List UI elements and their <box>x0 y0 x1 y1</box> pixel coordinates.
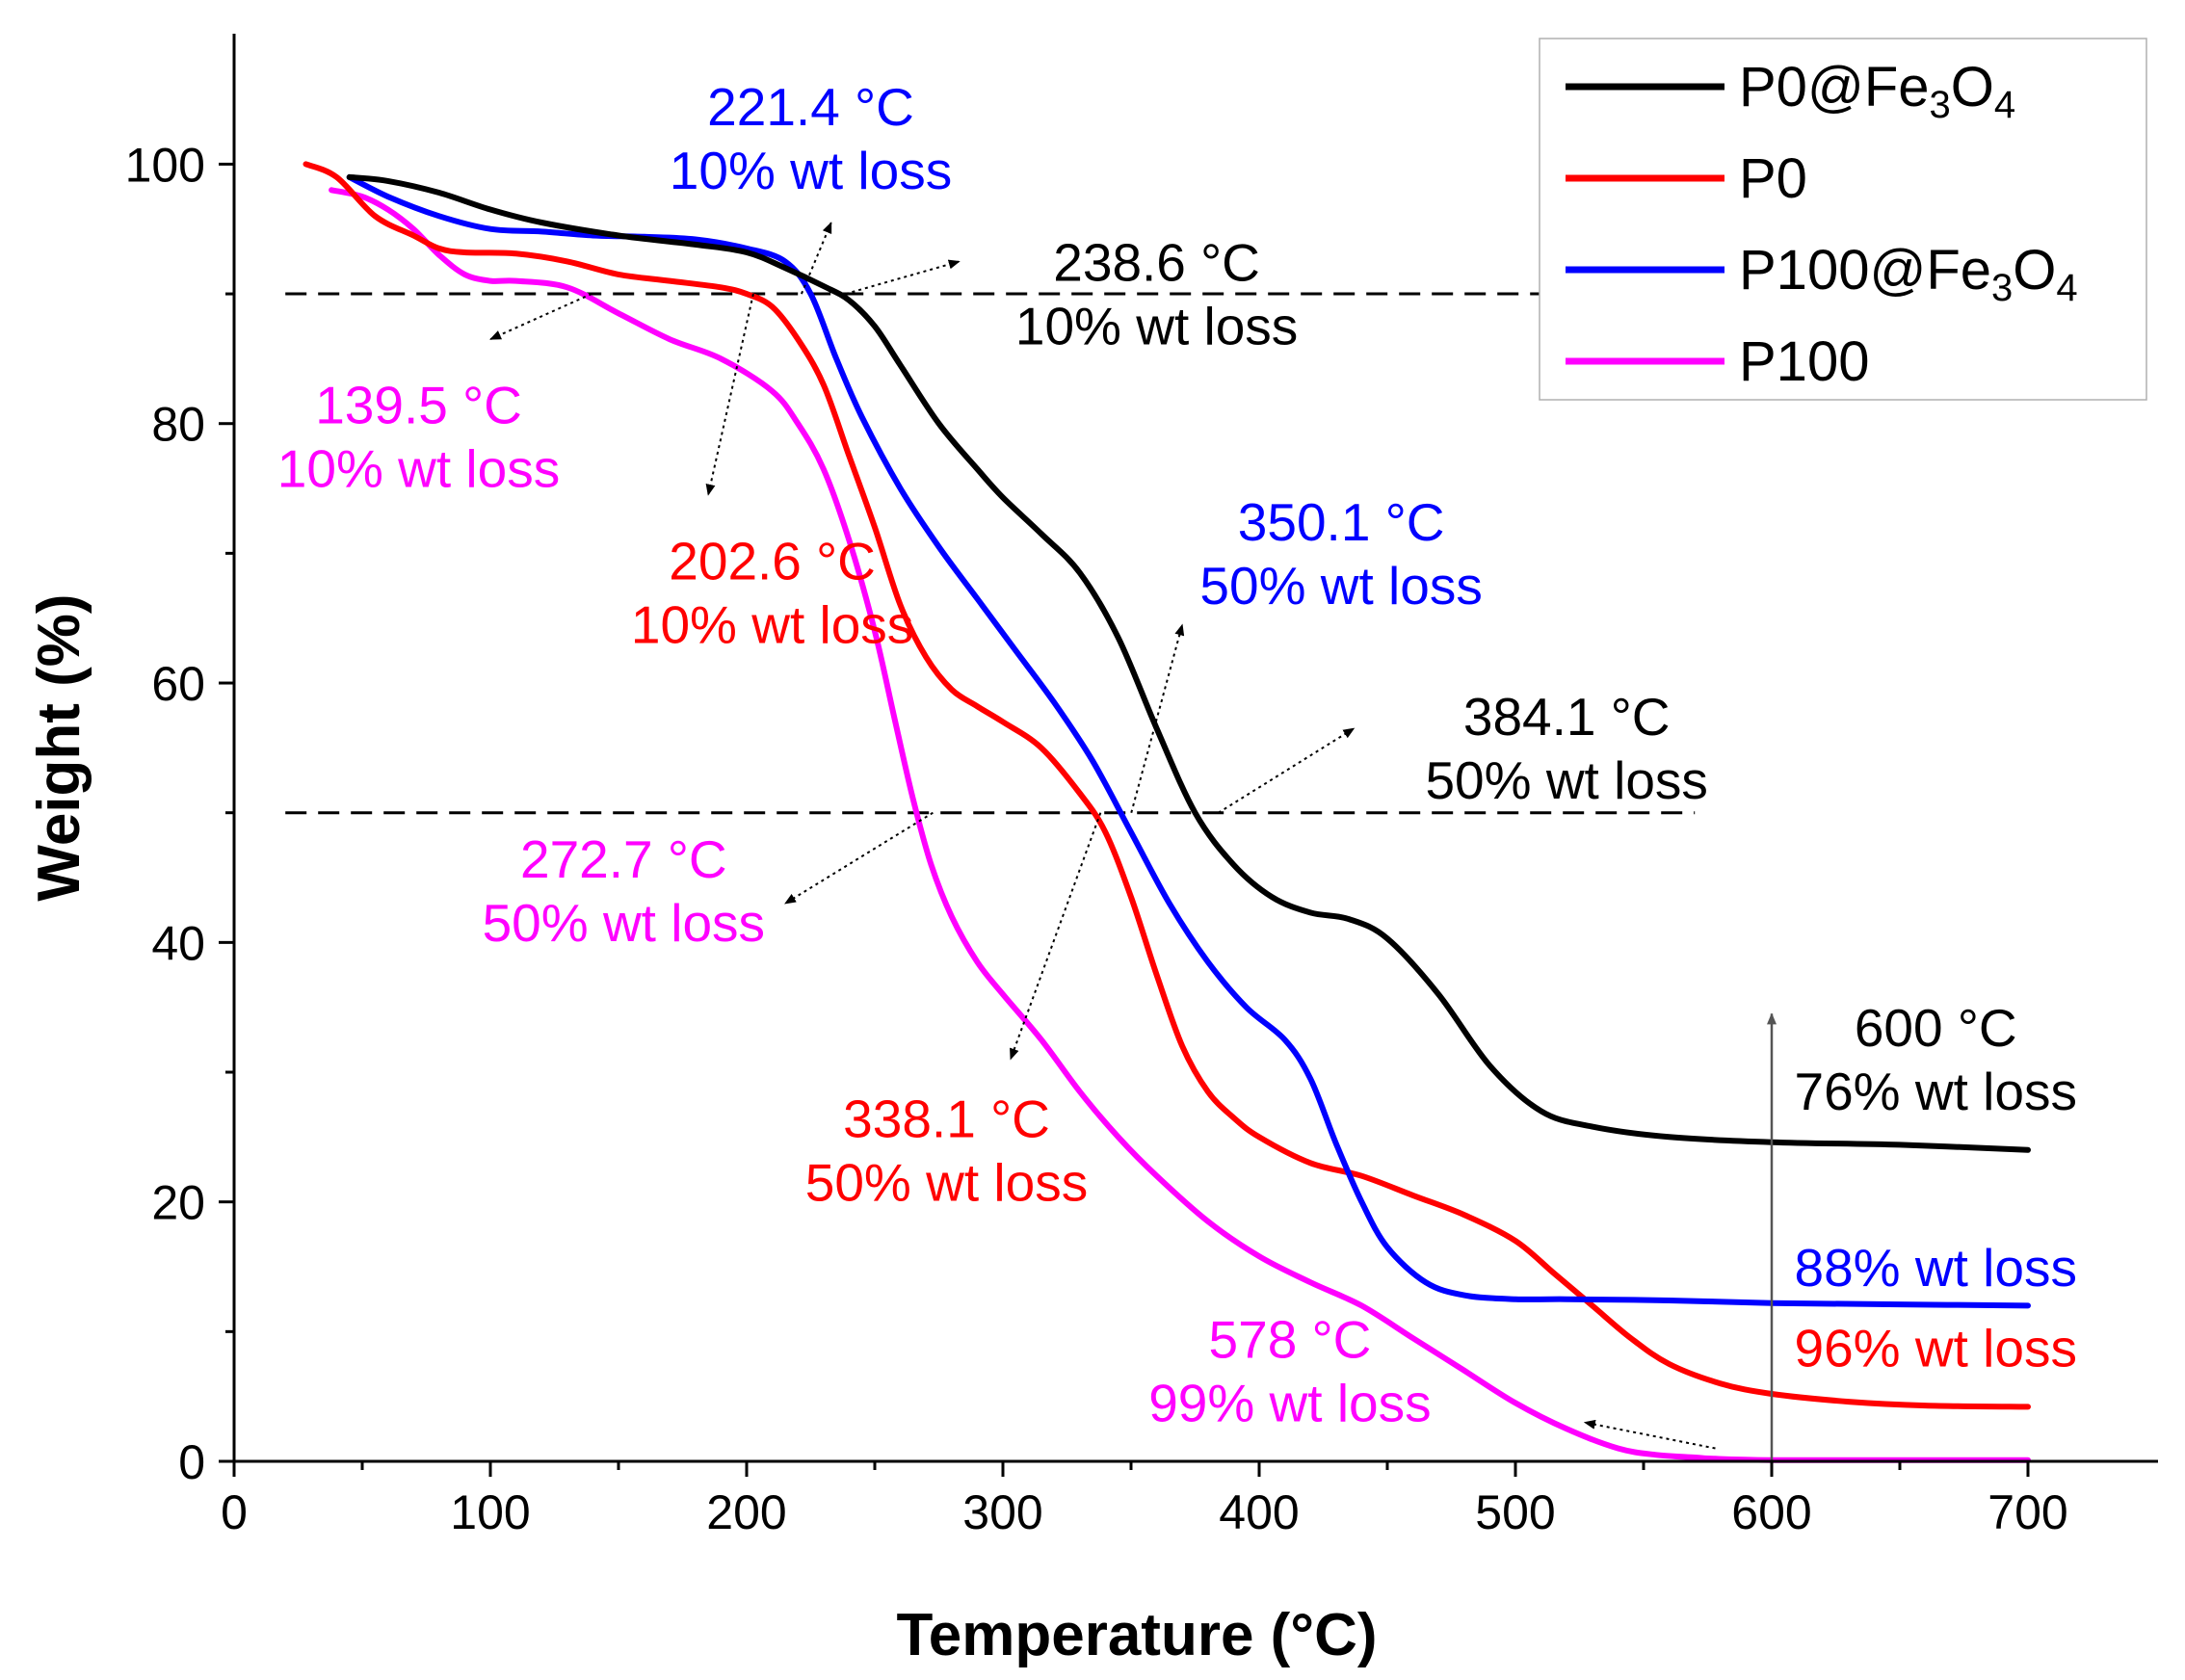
x-tick-label: 200 <box>706 1485 786 1539</box>
annotation-label-p100fe-10: 10% wt loss <box>670 141 952 200</box>
series-lines <box>303 161 2031 1463</box>
annotation-label-p100fe-50: 350.1 °C <box>1238 492 1445 552</box>
x-axis-title: Temperature (°C) <box>896 1602 1377 1668</box>
annotation-label-p0-50: 50% wt loss <box>805 1152 1088 1212</box>
annotation-arrows <box>489 222 1777 1461</box>
x-tick-label: 700 <box>1988 1485 2067 1539</box>
annotation-arrow-p0fe-50 <box>1218 727 1356 814</box>
y-tick-label: 0 <box>178 1435 205 1489</box>
y-tick-label: 80 <box>151 398 205 452</box>
legend: P0@Fe3O4 P0 P100@Fe3O4 P100 <box>1539 38 2147 401</box>
annotation-label-p100fe-50: 50% wt loss <box>1199 556 1482 616</box>
legend-label: P0@Fe3O4 <box>1739 56 2015 126</box>
annotation-label-p100fe-88: 88% wt loss <box>1795 1238 2077 1298</box>
annotation-arrow-p100-578 <box>1583 1419 1716 1450</box>
legend-label: P100@Fe3O4 <box>1739 239 2078 309</box>
axes <box>232 34 2158 1463</box>
legend-label: P100 <box>1739 330 1869 393</box>
series-line-p100 <box>329 187 2031 1463</box>
annotation-label-p100-578: 578 °C <box>1209 1309 1372 1369</box>
y-tick-label: 20 <box>151 1176 205 1230</box>
annotation-arrow-p100fe-50 <box>1130 623 1185 813</box>
annotation-label-p0fe-10: 238.6 °C <box>1053 233 1260 293</box>
x-tick-label: 500 <box>1475 1485 1555 1539</box>
annotation-label-p100-50: 50% wt loss <box>483 893 765 953</box>
annotation-label-p100-50: 272.7 °C <box>520 829 727 889</box>
series-line-p0 <box>303 161 2031 1410</box>
annotation-label-p0-10: 10% wt loss <box>631 594 913 654</box>
annotation-arrow-p0fe-10 <box>845 259 961 296</box>
annotation-label-p0-96: 96% wt loss <box>1795 1319 2077 1378</box>
annotation-label-p0fe-10: 10% wt loss <box>1015 297 1298 356</box>
annotation-arrow-p0-10 <box>705 293 754 496</box>
series-line-p0-fe3o4 <box>346 173 2031 1153</box>
annotation-arrow-p0-50 <box>1010 812 1102 1061</box>
y-tick-label: 60 <box>151 657 205 711</box>
x-tick-label: 0 <box>221 1485 248 1539</box>
x-tick-label: 300 <box>962 1485 1042 1539</box>
annotation-label-p0-10: 202.6 °C <box>669 531 876 591</box>
annotation-label-p100fe-10: 221.4 °C <box>707 77 914 137</box>
annotation-label-p0fe-50: 384.1 °C <box>1463 687 1671 747</box>
annotation-label-p0fe-600: 76% wt loss <box>1795 1062 2077 1121</box>
annotation-arrow-p100-50 <box>784 811 934 905</box>
x-tick-label: 100 <box>450 1485 530 1539</box>
annotation-arrow-p100-10 <box>489 293 592 341</box>
annotation-label-p0fe-600: 600 °C <box>1855 998 2017 1058</box>
annotation-label-p100-10: 139.5 °C <box>315 376 522 435</box>
reference-lines <box>285 292 1696 815</box>
legend-box <box>1539 38 2147 401</box>
annotation-label-p100-10: 10% wt loss <box>277 439 560 499</box>
y-axis-title: Weight (%) <box>26 593 92 901</box>
ticks: 0 100 200 300 400 500 600 700 0 20 40 60 80 100 <box>125 138 2068 1539</box>
y-tick-label: 100 <box>125 138 205 192</box>
annotation-label-p100-578: 99% wt loss <box>1148 1373 1431 1432</box>
y-tick-label: 40 <box>151 916 205 970</box>
x-tick-label: 400 <box>1219 1485 1299 1539</box>
x-tick-label: 600 <box>1731 1485 1811 1539</box>
annotation-label-p0fe-50: 50% wt loss <box>1425 750 1707 810</box>
legend-label: P0 <box>1739 147 1807 210</box>
annotation-label-p0-50: 338.1 °C <box>843 1089 1050 1148</box>
series-line-p100-fe3o4 <box>346 173 2031 1309</box>
